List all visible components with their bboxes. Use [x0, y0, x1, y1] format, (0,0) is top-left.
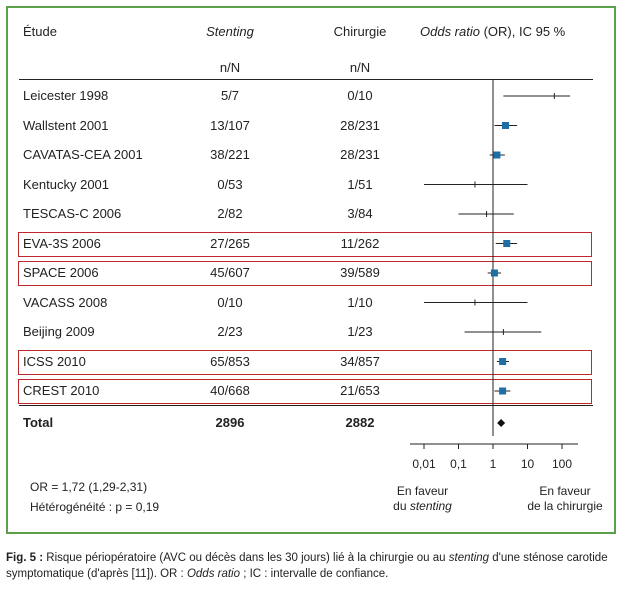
surgery-count: 39/589: [340, 265, 380, 280]
total-surgery: 2882: [345, 415, 375, 430]
study-name: ICSS 2010: [23, 353, 86, 369]
figure-caption: Fig. 5 : Risque périopératoire (AVC ou d…: [6, 550, 622, 582]
study-name: CREST 2010: [23, 383, 100, 398]
stent-count: 27/265: [210, 235, 250, 251]
stent-count: 0/53: [217, 176, 243, 192]
favour-stenting-prefix: du: [393, 499, 410, 513]
caption-text-it2: Odds ratio: [186, 568, 241, 580]
header-odds-ratio: Odds ratio (OR), IC 95 %: [420, 24, 565, 39]
stent-count: 13/107: [210, 117, 250, 133]
stent-count: 2/82: [217, 206, 243, 221]
point-estimate: [493, 151, 501, 159]
header-nn-surgery: n/N: [349, 60, 371, 75]
total-label: Total: [23, 415, 54, 430]
stent-count: 45/607: [210, 265, 250, 280]
highlight-box: [18, 379, 592, 404]
stent-count: 2/23: [217, 324, 243, 339]
study-name: Beijing 2009: [23, 324, 95, 339]
header-or-italic: Odds ratio: [420, 24, 480, 39]
x-tick-label: 10: [521, 457, 535, 471]
caption-text-it: stenting: [448, 552, 490, 564]
caption-label: Fig. 5 :: [6, 552, 44, 564]
highlight-box: [18, 349, 592, 375]
study-name: Wallstent 2001: [23, 117, 109, 133]
favour-surgery-line1: En faveur: [539, 484, 591, 498]
surgery-count: 28/231: [340, 117, 380, 133]
stent-count: 0/10: [217, 294, 243, 310]
header-or-rest: (OR), IC 95 %: [479, 24, 566, 39]
study-name: VACASS 2008: [23, 294, 108, 310]
figure-frame: [6, 6, 616, 534]
header-surgery: Chirurgie: [333, 24, 387, 39]
point-estimate: [503, 240, 511, 247]
surgery-count: 1/51: [347, 176, 373, 192]
study-name: Leicester 1998: [23, 88, 109, 103]
header-rule: [19, 79, 593, 80]
favour-stenting-line2: du stenting: [370, 499, 475, 513]
stent-count: 5/7: [220, 88, 240, 103]
caption-text-c: ; IC : intervalle de confiance.: [240, 568, 389, 580]
forest-plot: 0,01 0,1 1 10 100: [410, 80, 578, 471]
point-estimate: [501, 122, 509, 129]
stent-count: 65/853: [210, 353, 250, 369]
study-name: TESCAS-C 2006: [23, 206, 122, 221]
total-stent: 2896: [215, 415, 245, 430]
surgery-count: 28/231: [340, 147, 380, 162]
stent-count: 38/221: [210, 147, 250, 162]
study-name: Kentucky 2001: [23, 176, 110, 192]
x-tick-label: 1: [490, 457, 497, 471]
caption-text-b: d'une sténose carotide symptomatique (d'…: [6, 552, 608, 580]
surgery-count: 1/23: [347, 324, 373, 339]
surgery-count: 21/653: [340, 383, 380, 398]
point-estimate: [490, 269, 498, 277]
study-name: SPACE 2006: [23, 265, 99, 280]
point-estimate: [499, 387, 507, 395]
heterogeneity: Hétérogénéité : p = 0,19: [30, 500, 160, 514]
header-nn-stent: n/N: [219, 60, 241, 75]
favour-stenting-word: stenting: [409, 499, 452, 513]
highlight-box: [18, 261, 592, 286]
total-diamond: [497, 419, 506, 427]
point-estimate: [499, 358, 507, 365]
highlight-box: [18, 231, 592, 257]
study-name: EVA-3S 2006: [23, 235, 101, 251]
surgery-count: 34/857: [340, 353, 380, 369]
x-tick-label: 0,01: [412, 457, 436, 471]
surgery-count: 3/84: [347, 206, 373, 221]
favour-stenting-line1: En faveur: [396, 484, 449, 498]
stent-count: 40/668: [210, 383, 250, 398]
favour-surgery-line2: de la chirurgie: [527, 499, 603, 513]
study-name: CAVATAS-CEA 2001: [23, 147, 143, 162]
header-stenting: Stenting: [206, 24, 254, 39]
x-tick-label: 0,1: [450, 457, 467, 471]
summary-or: OR = 1,72 (1,29-2,31): [30, 480, 148, 494]
header-study: Étude: [23, 24, 57, 39]
surgery-count: 11/262: [340, 235, 380, 251]
surgery-count: 0/10: [347, 88, 373, 103]
surgery-count: 1/10: [347, 294, 373, 310]
x-tick-label: 100: [552, 457, 572, 471]
total-rule: [19, 405, 593, 406]
caption-text-a: Risque périopératoire (AVC ou décès dans…: [43, 552, 449, 564]
